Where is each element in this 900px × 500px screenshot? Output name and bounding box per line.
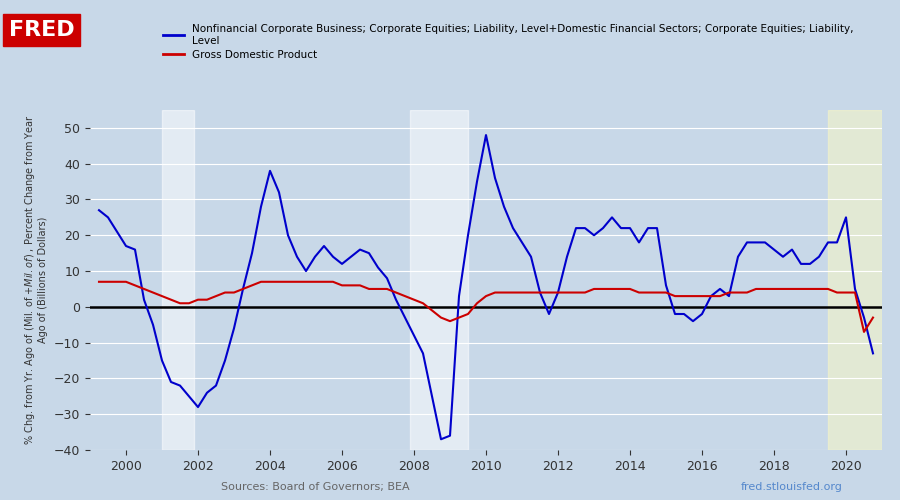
Y-axis label: % Chg. from Yr. Ago of (Mil. of $+Mil. of $) , Percent Change from Year
Ago of (: % Chg. from Yr. Ago of (Mil. of $+Mil. o…: [22, 114, 49, 446]
Text: FRED: FRED: [9, 20, 75, 40]
Bar: [828, 110, 882, 450]
Legend: Nonfinancial Corporate Business; Corporate Equities; Liability, Level+Domestic F: Nonfinancial Corporate Business; Corpora…: [158, 20, 858, 64]
Text: fred.stlouisfed.org: fred.stlouisfed.org: [741, 482, 843, 492]
Text: Sources: Board of Governors; BEA: Sources: Board of Governors; BEA: [220, 482, 410, 492]
Bar: [410, 110, 468, 450]
Bar: [162, 110, 194, 450]
